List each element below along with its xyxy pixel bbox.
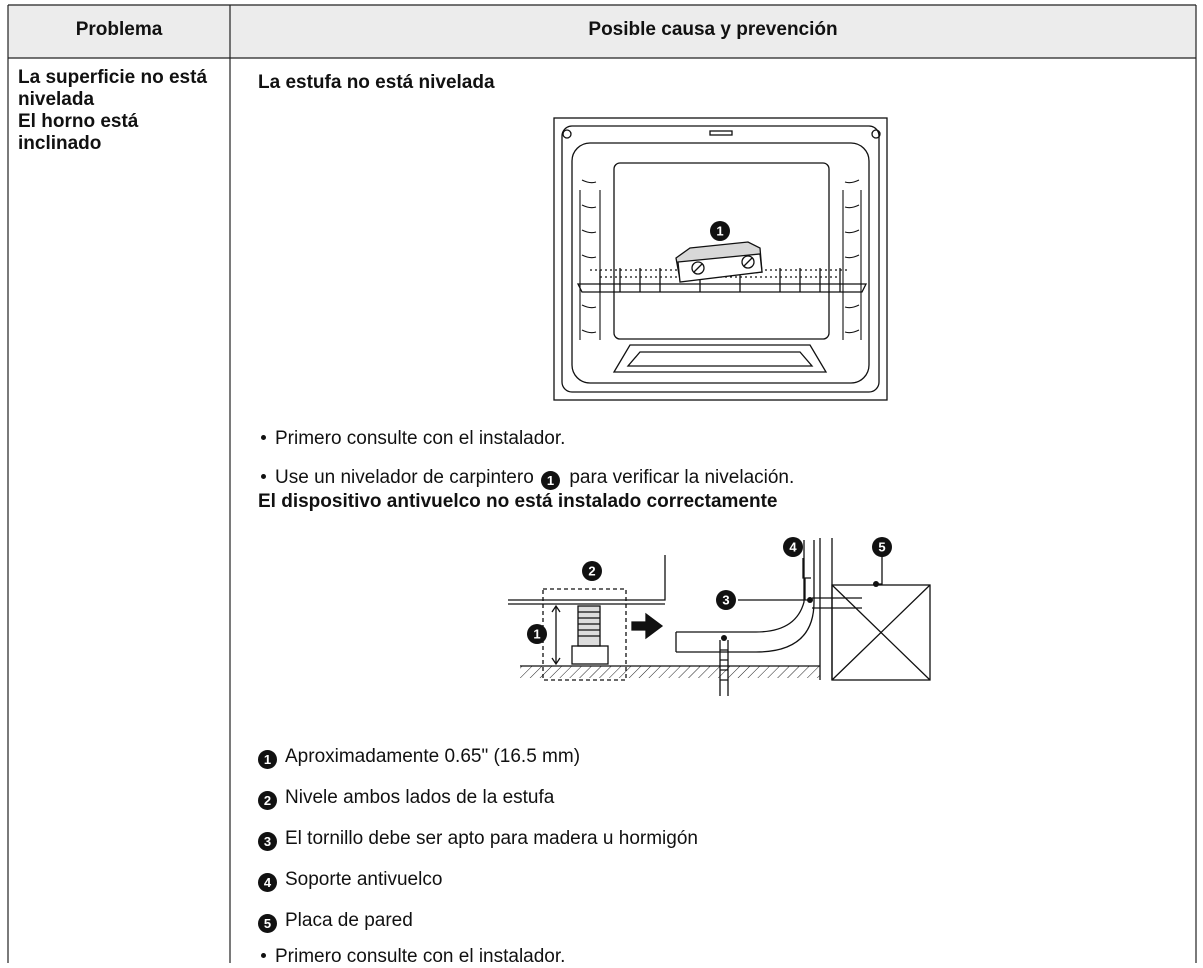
figure-callout: 1 xyxy=(533,627,540,642)
legend-text: Soporte antivuelco xyxy=(285,869,443,890)
problem-text: La superficie no está nivelada xyxy=(18,67,208,110)
bullet-text: Primero consulte con el instalador. xyxy=(275,946,566,967)
cause-title: El dispositivo antivuelco no está instal… xyxy=(258,491,778,512)
marker: 1 xyxy=(258,750,277,769)
legend-text: Placa de pared xyxy=(285,910,413,931)
figure-callout: 4 xyxy=(789,540,797,555)
marker: 1 xyxy=(541,471,561,490)
bullet: Use un nivelador de carpintero 1 para ve… xyxy=(258,467,794,490)
legend-item: 5 Placa de pared xyxy=(258,910,413,933)
bullet-text: Primero consulte con el instalador. xyxy=(275,428,566,449)
bullet: Primero consulte con el instalador. xyxy=(258,428,565,450)
bullet-text: para verificar la nivelación. xyxy=(569,467,795,488)
legend-item: 3 El tornillo debe ser apto para madera u… xyxy=(258,828,698,851)
legend-text: Nivele ambos lados de la estufa xyxy=(285,787,555,808)
header-cell: Posible causa y prevención xyxy=(588,19,838,40)
anti-tip-figure xyxy=(508,538,931,696)
bullet-text: Use un nivelador de carpintero xyxy=(275,467,534,488)
header-cell: Problema xyxy=(75,19,163,40)
figure-callout: 1 xyxy=(716,224,723,239)
marker: 4 xyxy=(258,873,277,892)
legend-text: El tornillo debe ser apto para madera u … xyxy=(285,828,698,849)
marker: 5 xyxy=(258,914,277,933)
legend-item: 2 Nivele ambos lados de la estufa xyxy=(258,787,554,810)
legend-text: Aproximadamente 0.65" (16.5 mm) xyxy=(285,746,581,767)
oven-figure xyxy=(553,117,888,401)
legend-item: 1 Aproximadamente 0.65" (16.5 mm) xyxy=(258,746,580,769)
marker: 3 xyxy=(258,832,277,851)
bullet: Primero consulte con el instalador. xyxy=(258,946,565,968)
legend-item: 4 Soporte antivuelco xyxy=(258,869,442,892)
problem-text: El horno está inclinado xyxy=(18,111,139,154)
figure-callout: 3 xyxy=(722,593,729,608)
cause-title: La estufa no está nivelada xyxy=(258,72,495,93)
figure-callout: 5 xyxy=(878,540,885,555)
marker: 2 xyxy=(258,791,277,810)
problem-cell: La superficie no está nivelada El horno … xyxy=(18,67,208,155)
figure-callout: 2 xyxy=(588,564,595,579)
